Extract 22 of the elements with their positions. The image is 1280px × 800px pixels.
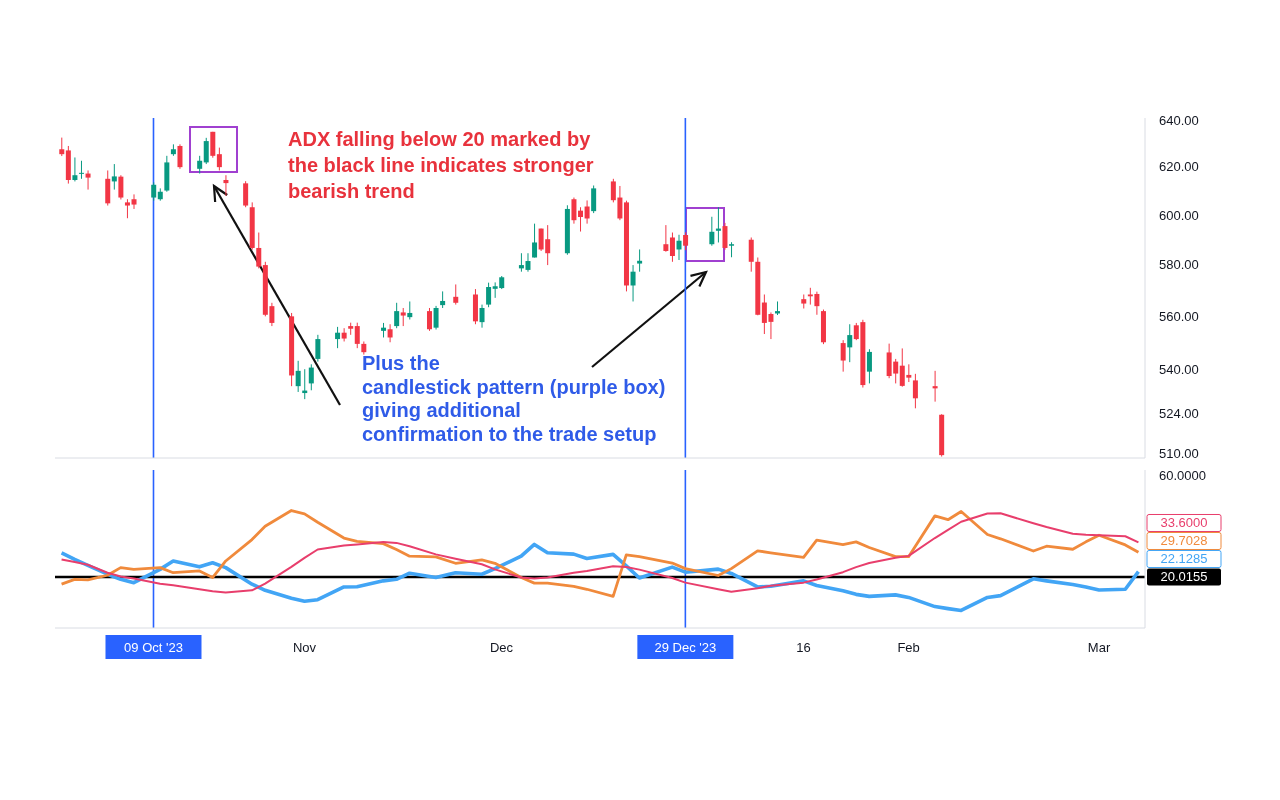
x-tick-label: Feb	[897, 640, 920, 655]
y-tick-label: 20.0155	[1160, 569, 1208, 585]
y-tick-label: 600.00	[1159, 207, 1199, 223]
y-tick-label: 580.00	[1159, 257, 1199, 273]
x-tick-label: 16	[796, 640, 811, 655]
x-tick-label: 09 Oct '23	[124, 640, 183, 655]
x-tick-label: Dec	[489, 640, 514, 655]
y-tick-label: 510.00	[1159, 446, 1199, 462]
annotation: Plus the candlestick pattern (purple box) giving additional confirmation to the trade setup	[362, 352, 666, 446]
data-label: 33.6000	[1160, 515, 1208, 531]
x-tick-label: Nov	[292, 640, 317, 655]
x-tick-label: Mar	[1087, 640, 1111, 655]
annotation: ADX falling below 20 marked by the black line indicates stronger bearish trend	[288, 127, 594, 204]
data-label: 29.7028	[1160, 533, 1208, 549]
data-label: 22.1285	[1160, 551, 1208, 567]
y-tick-label: 620.00	[1159, 159, 1199, 175]
y-tick-label: 60.0000	[1159, 467, 1206, 483]
x-tick-label: 29 Dec '23	[654, 640, 717, 655]
y-tick-label: 560.00	[1159, 308, 1199, 324]
y-tick-label: 640.00	[1159, 112, 1199, 128]
y-tick-label: 540.00	[1159, 362, 1199, 378]
y-tick-label: 524.00	[1159, 406, 1199, 422]
